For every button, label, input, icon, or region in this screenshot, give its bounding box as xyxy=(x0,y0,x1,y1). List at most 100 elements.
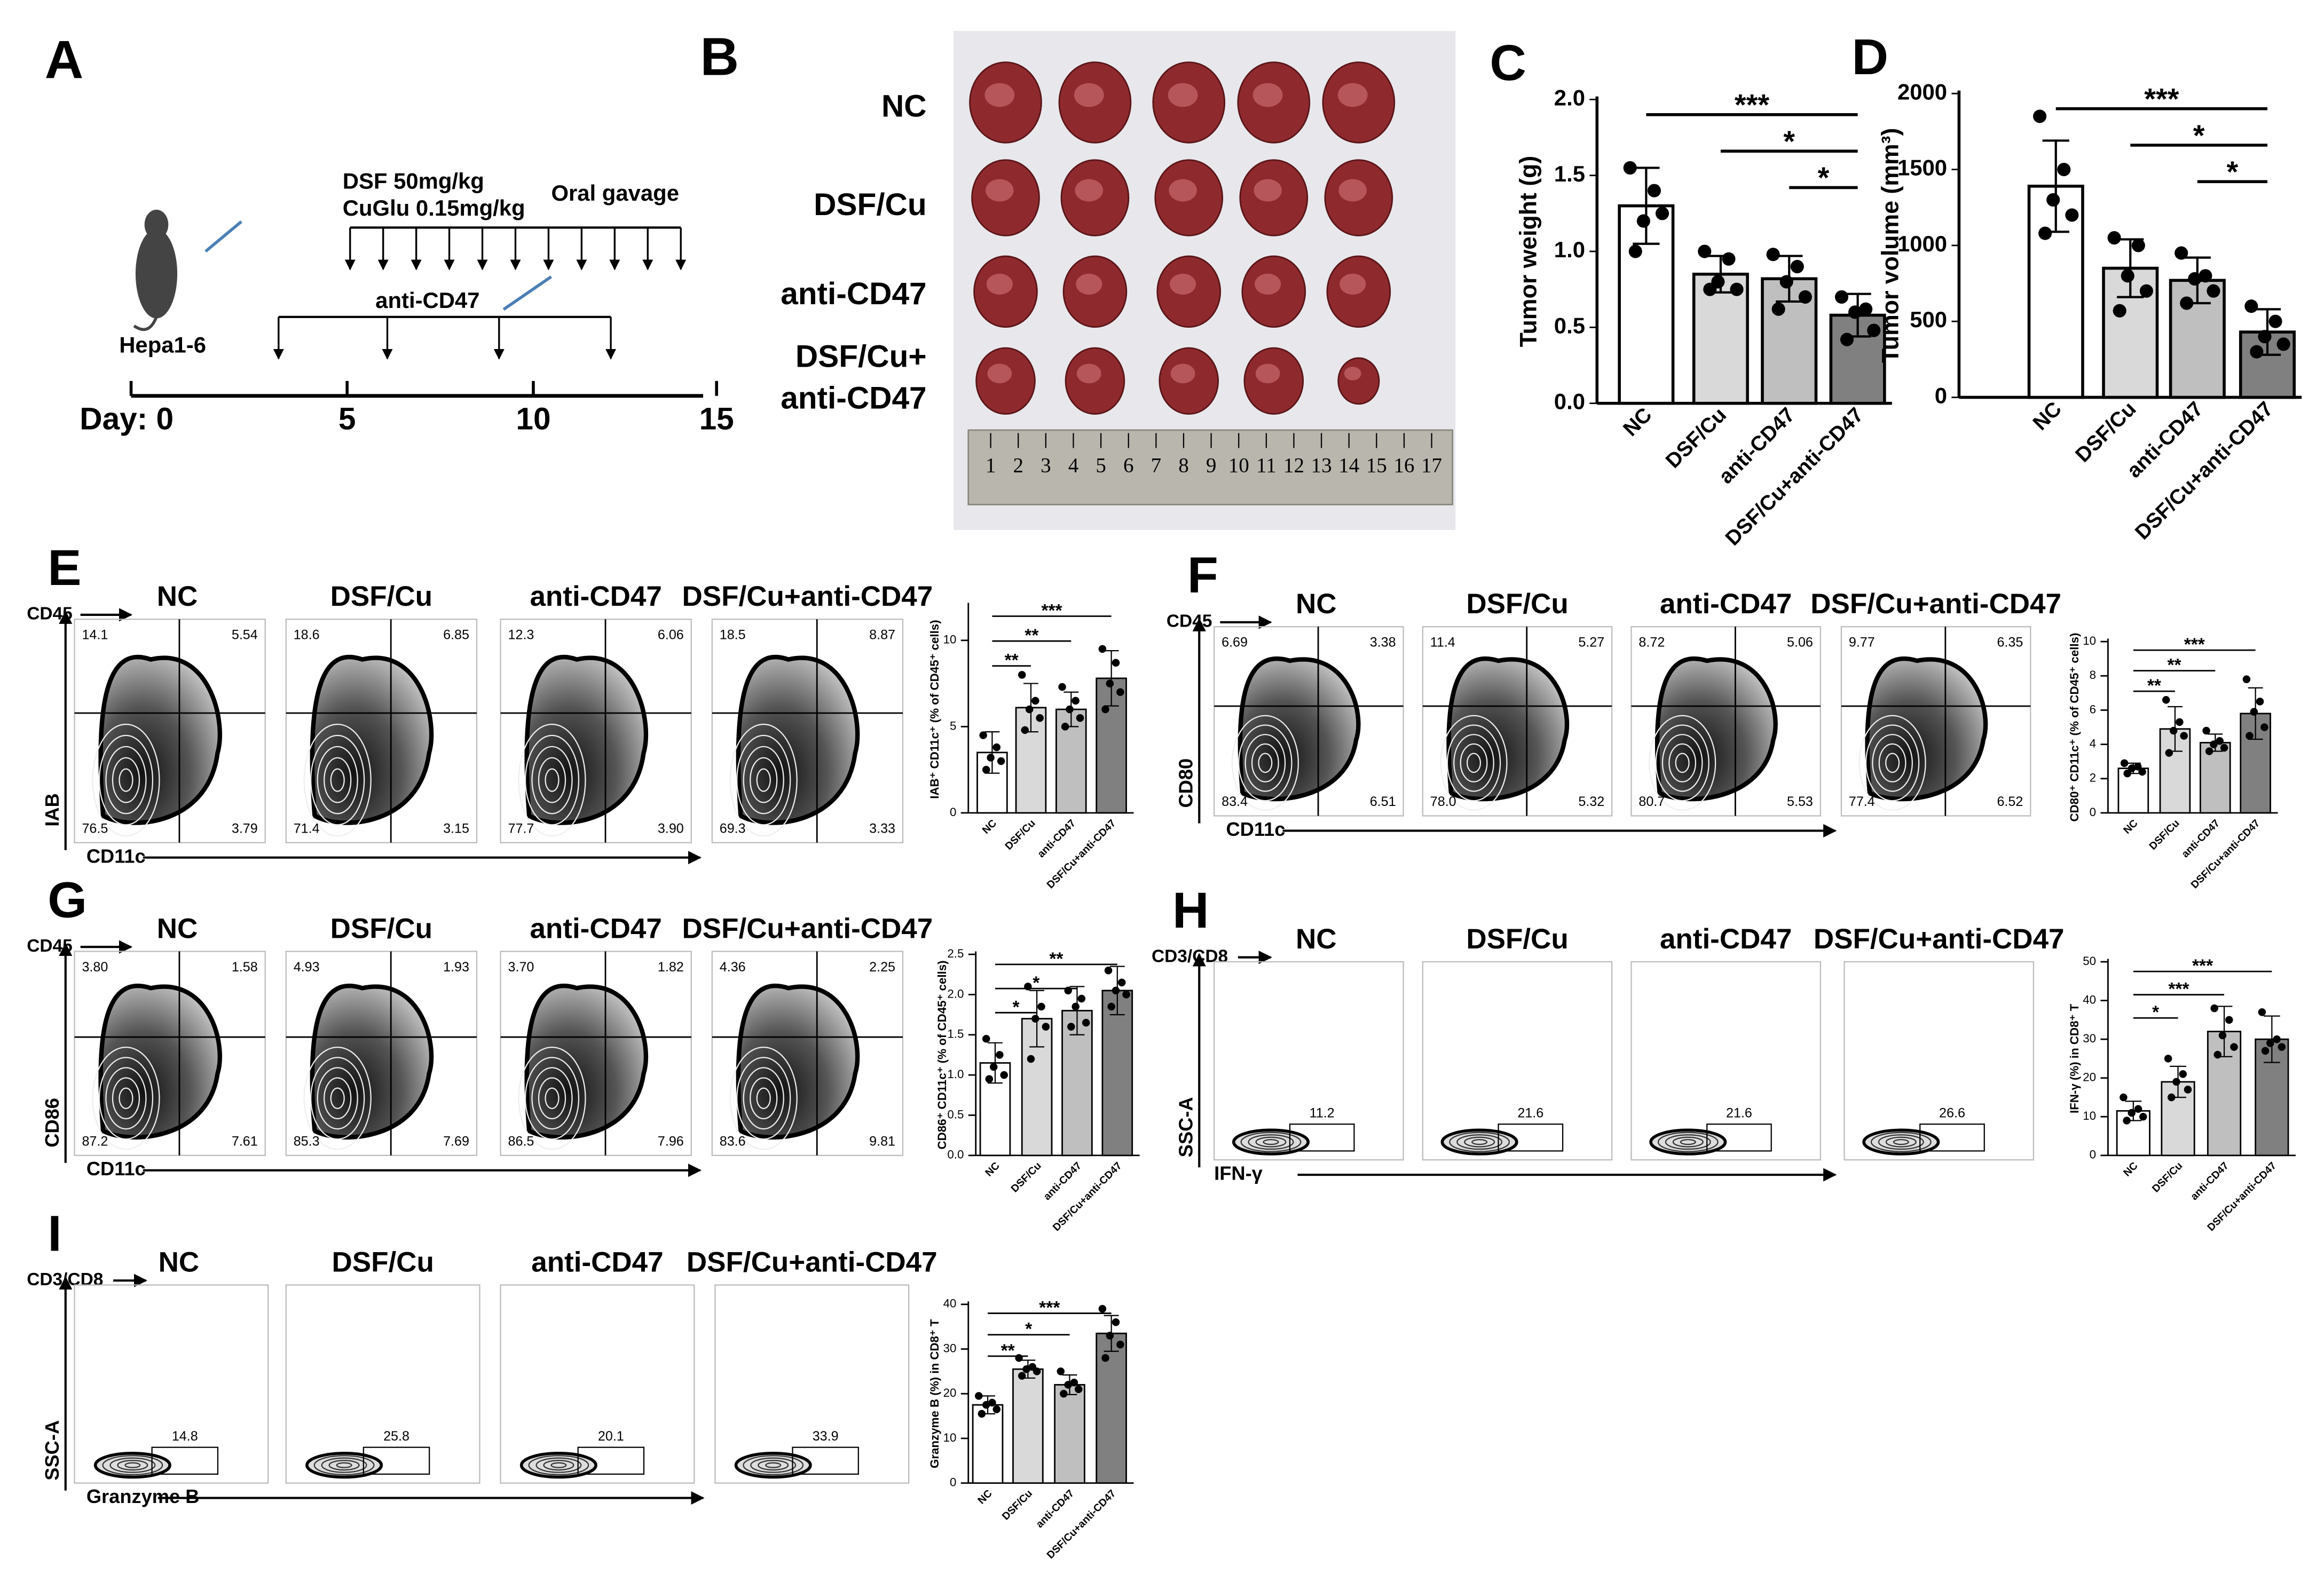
data-point xyxy=(2216,737,2224,745)
bar xyxy=(1054,1384,1085,1484)
panel-letter: I xyxy=(48,1205,61,1262)
density-ring xyxy=(528,1455,589,1476)
significance-label: *** xyxy=(2184,635,2205,655)
panel-letter: F xyxy=(1187,547,1218,604)
route: Oral gavage xyxy=(551,180,679,205)
data-point xyxy=(1061,723,1069,731)
y-axis-label: SSC-A xyxy=(1175,1097,1197,1157)
density-ring xyxy=(1238,724,1293,802)
y-tick-label: 0 xyxy=(950,805,956,819)
quadrant-value: 7.69 xyxy=(443,1134,469,1149)
data-point xyxy=(987,754,995,762)
data-point xyxy=(2038,226,2052,240)
data-point xyxy=(1798,290,1812,304)
data-point xyxy=(2179,1070,2187,1078)
density-ring xyxy=(1655,724,1709,802)
x-tick-label: DSF/Cu+anti-CD47 xyxy=(1721,404,1868,550)
y-tick-label: 2.5 xyxy=(947,947,964,960)
density-ring xyxy=(1893,1139,1909,1145)
density-ring xyxy=(1456,1134,1503,1150)
data-point xyxy=(2107,231,2121,245)
data-point xyxy=(2246,732,2254,740)
group-header: NC xyxy=(157,913,198,944)
density-ring xyxy=(524,1057,580,1140)
data-point xyxy=(1022,1365,1030,1373)
density-ring xyxy=(105,1067,147,1130)
quadrant-value: 1.93 xyxy=(443,960,469,975)
group-header: anti-CD47 xyxy=(1660,588,1792,620)
plot-frame xyxy=(711,619,904,843)
group-header: anti-CD47 xyxy=(530,581,661,612)
quadrant-value: 5.06 xyxy=(1787,635,1813,650)
y-tick-label: 20 xyxy=(943,1386,957,1399)
significance-label: *** xyxy=(2168,979,2189,999)
data-point xyxy=(2169,726,2178,735)
quadrant-value: 5.54 xyxy=(232,628,258,643)
tumor-highlight xyxy=(1255,363,1280,384)
density-ring xyxy=(105,746,147,814)
bar xyxy=(1101,990,1133,1157)
tumor-highlight xyxy=(1170,273,1196,295)
quadrant-value: 12.3 xyxy=(508,628,534,643)
data-point xyxy=(2210,740,2218,748)
data-point xyxy=(1070,1379,1078,1387)
x-tick-label: DSF/Cu xyxy=(1661,404,1731,473)
density-ring xyxy=(1263,1139,1279,1145)
data-point xyxy=(1655,207,1669,220)
data-point xyxy=(2113,304,2126,318)
x-tick-label: NC xyxy=(2029,397,2066,434)
data-point xyxy=(982,1401,990,1409)
quadrant-value: 5.53 xyxy=(1787,794,1813,809)
quadrant-value: 2.25 xyxy=(869,960,895,975)
y-tick-label: 2000 xyxy=(1897,79,1947,104)
gate-value: 21.6 xyxy=(1726,1105,1752,1120)
panel-letter: E xyxy=(48,540,81,596)
data-point xyxy=(1703,282,1717,296)
data-point xyxy=(2120,759,2129,768)
x-axis-label: CD11c xyxy=(86,845,146,867)
tumor-highlight xyxy=(1255,273,1281,295)
day-label: 5 xyxy=(338,402,356,437)
quadrant-value: 3.15 xyxy=(443,821,469,836)
tumor-highlight xyxy=(1170,363,1195,384)
data-point xyxy=(978,1410,986,1418)
group-header: DSF/Cu+anti-CD47 xyxy=(1814,923,2065,955)
data-point xyxy=(1107,1002,1115,1011)
quadrant-value: 3.90 xyxy=(658,821,684,836)
gate-box xyxy=(1498,1124,1564,1152)
x-tick-label: DSF/Cu+anti-CD47 xyxy=(1045,1488,1118,1561)
data-point xyxy=(2268,314,2282,328)
ruler-number: 15 xyxy=(1366,454,1387,477)
data-point xyxy=(1790,259,1804,274)
data-point xyxy=(2256,698,2264,706)
data-point xyxy=(1018,671,1026,679)
data-point xyxy=(1064,1381,1072,1389)
y-tick-label: 1500 xyxy=(1897,155,1947,180)
gate-box xyxy=(792,1446,859,1475)
x-tick-label: anti-CD47 xyxy=(1041,1160,1084,1203)
x-tick-label: anti-CD47 xyxy=(1034,1488,1076,1530)
gate-value: 25.8 xyxy=(383,1429,409,1444)
tumor-highlight xyxy=(1252,83,1283,107)
data-point xyxy=(1098,645,1107,653)
density-ring xyxy=(758,1460,789,1471)
data-point xyxy=(1077,994,1086,1003)
y-tick-label: 8 xyxy=(2090,668,2096,682)
gate-box xyxy=(151,1446,219,1475)
plot-frame xyxy=(1630,626,1821,817)
x-tick-label: NC xyxy=(975,1488,994,1506)
quadrant-value: 3.79 xyxy=(232,821,258,836)
y-tick-label: 0.0 xyxy=(1554,389,1585,414)
data-point xyxy=(1116,688,1124,696)
quadrant-value: 6.85 xyxy=(443,628,469,643)
density-ring xyxy=(119,768,133,792)
data-point xyxy=(2207,284,2220,298)
plot-frame xyxy=(1422,626,1613,817)
density-contour xyxy=(1865,656,1988,802)
bar xyxy=(1829,313,1886,405)
quadrant-value: 3.70 xyxy=(508,960,534,975)
density-ring xyxy=(1872,734,1913,792)
quadrant-value: 6.69 xyxy=(1222,635,1248,650)
density-ring xyxy=(124,1462,141,1468)
tumor-highlight xyxy=(1168,83,1198,107)
